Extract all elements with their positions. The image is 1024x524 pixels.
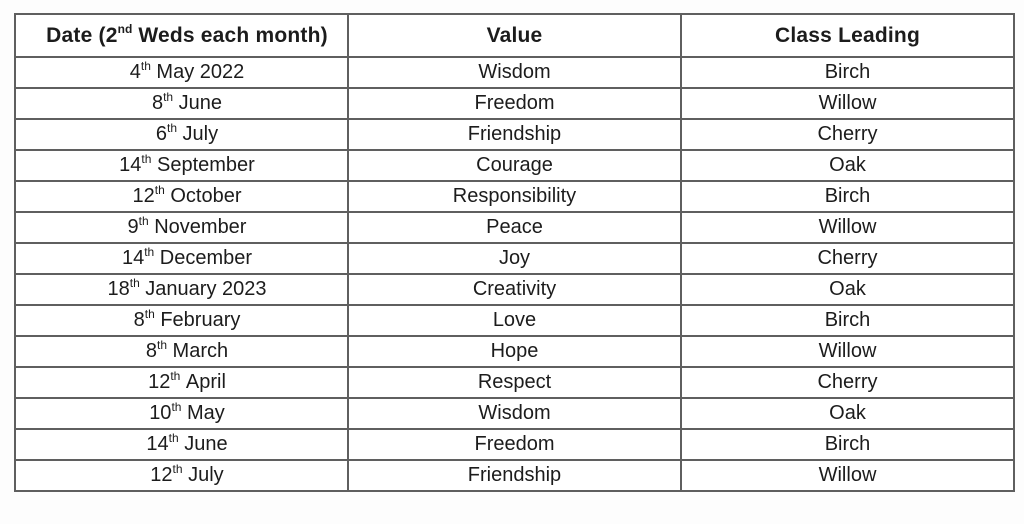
value-cell: Peace: [347, 211, 682, 244]
table-row: 8th February Love Birch: [14, 304, 1015, 337]
value-cell: Joy: [347, 242, 682, 275]
date-cell: 12th April: [14, 366, 349, 399]
date-ordinal: th: [140, 59, 151, 73]
header-date: Date (2nd Weds each month): [14, 13, 349, 58]
date-ordinal: th: [138, 214, 149, 228]
header-value: Value: [347, 13, 682, 58]
date-ordinal: th: [154, 183, 165, 197]
date-cell: 10th May: [14, 397, 349, 430]
table-row: 8th June Freedom Willow: [14, 87, 1015, 120]
value-cell: Respect: [347, 366, 682, 399]
date-cell: 14th December: [14, 242, 349, 275]
date-ordinal: th: [166, 121, 177, 135]
value-cell: Wisdom: [347, 56, 682, 89]
date-cell: 12th October: [14, 180, 349, 213]
value-cell: Love: [347, 304, 682, 337]
table-row: 14th June Freedom Birch: [14, 428, 1015, 461]
date-cell: 14th September: [14, 149, 349, 182]
date-cell: 8th February: [14, 304, 349, 337]
class-leading-cell: Birch: [680, 180, 1015, 213]
value-cell: Friendship: [347, 459, 682, 492]
date-cell: 8th June: [14, 87, 349, 120]
header-class-leading: Class Leading: [680, 13, 1015, 58]
table-row: 8th March Hope Willow: [14, 335, 1015, 368]
values-schedule-table: Date (2nd Weds each month) Value Class L…: [14, 13, 1015, 492]
value-cell: Freedom: [347, 428, 682, 461]
date-ordinal: th: [170, 369, 181, 383]
table-row: 6th July Friendship Cherry: [14, 118, 1015, 151]
class-leading-cell: Birch: [680, 56, 1015, 89]
date-cell: 4th May 2022: [14, 56, 349, 89]
table-row: 9th November Peace Willow: [14, 211, 1015, 244]
date-ordinal: th: [144, 307, 155, 321]
table-body: 4th May 2022 Wisdom Birch 8th June Freedom Wi…: [14, 56, 1015, 492]
date-cell: 14th June: [14, 428, 349, 461]
class-leading-cell: Willow: [680, 211, 1015, 244]
value-cell: Wisdom: [347, 397, 682, 430]
header-row: Date (2nd Weds each month) Value Class L…: [14, 13, 1015, 58]
class-leading-cell: Willow: [680, 459, 1015, 492]
value-cell: Friendship: [347, 118, 682, 151]
header-date-ordinal: nd: [117, 21, 133, 36]
value-cell: Hope: [347, 335, 682, 368]
class-leading-cell: Oak: [680, 149, 1015, 182]
value-cell: Creativity: [347, 273, 682, 306]
class-leading-cell: Willow: [680, 335, 1015, 368]
date-cell: 9th November: [14, 211, 349, 244]
date-ordinal: th: [163, 90, 174, 104]
class-leading-cell: Birch: [680, 304, 1015, 337]
date-ordinal: th: [156, 338, 167, 352]
class-leading-cell: Oak: [680, 273, 1015, 306]
value-cell: Freedom: [347, 87, 682, 120]
class-leading-cell: Cherry: [680, 118, 1015, 151]
table-row: 12th July Friendship Willow: [14, 459, 1015, 492]
class-leading-cell: Oak: [680, 397, 1015, 430]
table-row: 18th January 2023 Creativity Oak: [14, 273, 1015, 306]
table-row: 12th April Respect Cherry: [14, 366, 1015, 399]
date-cell: 18th January 2023: [14, 273, 349, 306]
class-leading-cell: Willow: [680, 87, 1015, 120]
date-ordinal: th: [141, 152, 152, 166]
table-row: 14th December Joy Cherry: [14, 242, 1015, 275]
table-row: 14th September Courage Oak: [14, 149, 1015, 182]
date-ordinal: th: [144, 245, 155, 259]
date-cell: 6th July: [14, 118, 349, 151]
date-ordinal: th: [168, 431, 179, 445]
value-cell: Responsibility: [347, 180, 682, 213]
date-ordinal: th: [172, 462, 183, 476]
value-cell: Courage: [347, 149, 682, 182]
date-cell: 8th March: [14, 335, 349, 368]
class-leading-cell: Birch: [680, 428, 1015, 461]
class-leading-cell: Cherry: [680, 242, 1015, 275]
table-row: 10th May Wisdom Oak: [14, 397, 1015, 430]
date-ordinal: th: [129, 276, 140, 290]
date-ordinal: th: [171, 400, 182, 414]
date-cell: 12th July: [14, 459, 349, 492]
header-date-prefix: Date (2: [46, 23, 118, 47]
table-row: 4th May 2022 Wisdom Birch: [14, 56, 1015, 89]
header-date-suffix: Weds each month): [132, 23, 328, 47]
class-leading-cell: Cherry: [680, 366, 1015, 399]
table-row: 12th October Responsibility Birch: [14, 180, 1015, 213]
